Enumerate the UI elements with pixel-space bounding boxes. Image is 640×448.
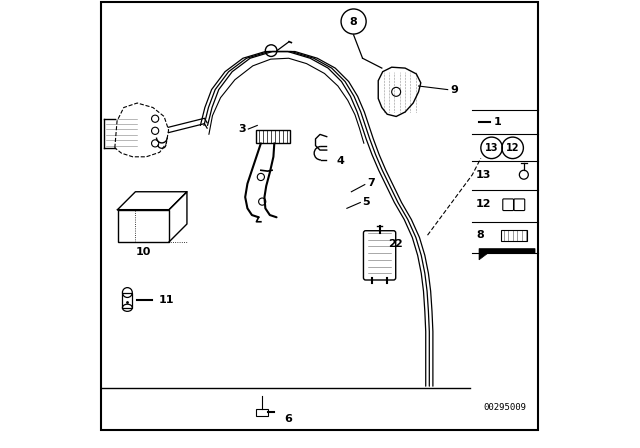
Text: 9: 9 <box>450 86 458 95</box>
Text: 10: 10 <box>136 247 151 257</box>
Text: 11: 11 <box>159 295 174 305</box>
Text: 7: 7 <box>367 178 375 188</box>
Text: 4: 4 <box>336 156 344 166</box>
Text: 13: 13 <box>476 170 492 180</box>
Text: 3: 3 <box>239 124 246 134</box>
Polygon shape <box>479 249 535 260</box>
Text: 8: 8 <box>349 17 358 26</box>
Bar <box>118 210 169 242</box>
Text: 12: 12 <box>506 143 520 153</box>
Text: 6: 6 <box>284 414 292 424</box>
Text: 2: 2 <box>388 239 396 249</box>
Text: 00295009: 00295009 <box>483 403 526 412</box>
Bar <box>122 293 132 308</box>
Text: 13: 13 <box>485 143 499 153</box>
Text: 1: 1 <box>494 117 502 127</box>
Text: 12: 12 <box>476 199 492 209</box>
Text: 5: 5 <box>362 197 370 207</box>
Bar <box>257 409 268 416</box>
Bar <box>502 230 527 241</box>
Bar <box>257 130 290 143</box>
Text: 8: 8 <box>476 230 484 240</box>
Text: 2: 2 <box>394 239 402 249</box>
